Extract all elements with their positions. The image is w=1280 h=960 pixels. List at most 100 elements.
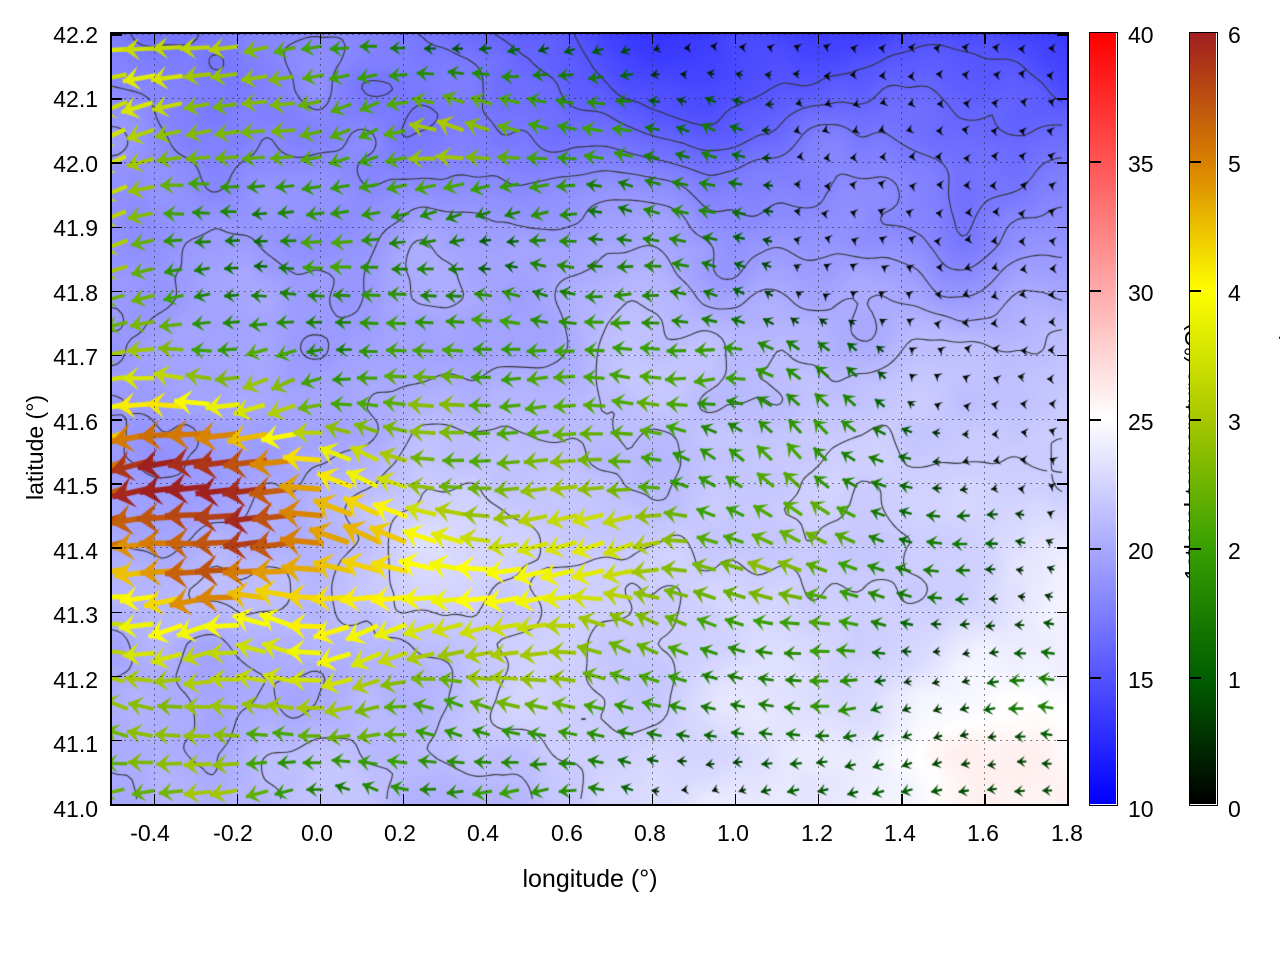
windspeed-cbar-tick-label: 0	[1228, 796, 1241, 822]
x-axis-tick	[734, 34, 737, 44]
temperature-cbar-tick-label: 10	[1128, 796, 1154, 822]
x-tick-label: 0.8	[634, 820, 666, 846]
x-tick-label: 1.4	[884, 820, 916, 846]
windspeed-cbar-tick-label: 3	[1228, 409, 1241, 435]
y-axis-tick	[1057, 483, 1067, 485]
x-tick-label: 0.4	[467, 820, 499, 846]
y-tick-label: 42.2	[53, 22, 98, 48]
x-axis-tick	[734, 794, 737, 804]
temperature-cbar-tick-label: 25	[1128, 409, 1154, 435]
colorbar-tick	[1089, 548, 1101, 550]
windspeed-cbar-title-exponent: -1	[1276, 333, 1280, 347]
y-axis-tick	[112, 611, 122, 614]
x-axis-tick	[568, 34, 571, 44]
y-tick-label: 41.3	[53, 602, 98, 628]
x-axis-tick	[319, 34, 322, 44]
windspeed-cbar-title-main: 1stlevel-wind speed (m s	[1276, 347, 1280, 600]
y-tick-label: 41.6	[53, 409, 98, 435]
y-axis-tick	[1057, 419, 1067, 421]
y-axis-tick	[1057, 162, 1067, 164]
x-axis-tick	[1067, 34, 1069, 44]
y-axis-tick	[112, 226, 122, 229]
y-tick-label: 42.1	[53, 86, 98, 112]
map-plot-area[interactable]	[110, 32, 1069, 806]
y-axis-tick	[112, 419, 122, 421]
x-tick-label: 1.6	[967, 820, 999, 846]
x-axis-tick	[1067, 794, 1069, 804]
x-tick-label: 0.6	[551, 820, 583, 846]
y-tick-label: 41.9	[53, 215, 98, 241]
y-tick-label: 41.4	[53, 538, 98, 564]
x-tick-label: 0.2	[384, 820, 416, 846]
x-axis-tick	[817, 34, 820, 44]
colorbar-tick	[1089, 677, 1101, 679]
x-axis-tick	[983, 794, 986, 804]
y-axis-tick	[112, 34, 122, 36]
y-axis-tick	[112, 675, 122, 678]
colorbar-tick	[1189, 290, 1201, 292]
wind-vector-overlay	[112, 34, 1067, 804]
x-axis-tick	[900, 794, 903, 804]
x-axis-tick	[153, 34, 156, 44]
x-axis-tick	[983, 34, 986, 44]
y-axis-tick	[1057, 547, 1067, 549]
x-axis-tick	[153, 794, 156, 804]
y-axis-tick	[1057, 290, 1067, 293]
y-axis-tick	[112, 547, 122, 549]
colorbar-tick	[1189, 677, 1201, 679]
y-axis-tick	[112, 739, 122, 742]
x-tick-label: -0.2	[213, 820, 253, 846]
x-tick-label: 1.2	[801, 820, 833, 846]
x-tick-label: 0.0	[301, 820, 333, 846]
y-tick-label: 41.2	[53, 667, 98, 693]
colorbar-tick	[1089, 290, 1101, 292]
y-axis-tick	[1057, 675, 1067, 678]
y-axis-tick	[112, 354, 122, 357]
x-tick-label: 1.8	[1051, 820, 1083, 846]
y-axis-tick	[112, 162, 122, 164]
x-axis-tick	[900, 34, 903, 44]
y-axis-tick	[1057, 34, 1067, 36]
y-axis-tick	[112, 804, 122, 806]
windspeed-cbar-tick-label: 2	[1228, 538, 1241, 564]
y-axis-tick	[1057, 739, 1067, 742]
y-tick-label: 41.0	[53, 796, 98, 822]
temperature-cbar-tick-label: 15	[1128, 667, 1154, 693]
y-axis-tick	[112, 98, 122, 100]
x-axis-tick	[568, 794, 571, 804]
windspeed-colorbar-title: 1stlevel-wind speed (m s-1)	[1276, 326, 1280, 600]
temperature-cbar-tick-label: 20	[1128, 538, 1154, 564]
x-axis-tick	[402, 34, 405, 44]
y-axis-tick	[1057, 226, 1067, 229]
x-axis-title: longitude (°)	[522, 865, 658, 893]
x-axis-tick	[319, 794, 322, 804]
windspeed-cbar-tick-label: 5	[1228, 151, 1241, 177]
x-axis-tick	[485, 34, 488, 44]
windspeed-cbar-tick-label: 4	[1228, 280, 1241, 306]
y-axis-tick	[1057, 98, 1067, 100]
grid-line-horizontal	[112, 804, 1067, 805]
windspeed-cbar-tick-label: 6	[1228, 22, 1241, 48]
x-tick-label: -0.4	[130, 820, 170, 846]
y-axis-tick	[1057, 354, 1067, 357]
colorbar-tick	[1189, 419, 1201, 421]
y-axis-tick	[1057, 804, 1067, 806]
x-axis-tick	[236, 794, 239, 804]
colorbar-tick	[1189, 161, 1201, 163]
grid-line-vertical	[1067, 34, 1068, 804]
windspeed-cbar-tick-label: 1	[1228, 667, 1241, 693]
colorbar-tick	[1089, 419, 1101, 421]
x-axis-tick	[817, 794, 820, 804]
x-axis-tick	[651, 794, 654, 804]
temperature-cbar-tick-label: 40	[1128, 22, 1154, 48]
y-tick-label: 41.7	[53, 344, 98, 370]
y-axis-tick	[1057, 611, 1067, 614]
y-axis-title: latitude (°)	[22, 394, 48, 500]
y-axis-tick	[112, 290, 122, 293]
y-axis-tick	[112, 483, 122, 485]
temperature-cbar-tick-label: 30	[1128, 280, 1154, 306]
x-tick-label: 1.0	[717, 820, 749, 846]
x-axis-tick	[402, 794, 405, 804]
y-tick-label: 41.5	[53, 473, 98, 499]
